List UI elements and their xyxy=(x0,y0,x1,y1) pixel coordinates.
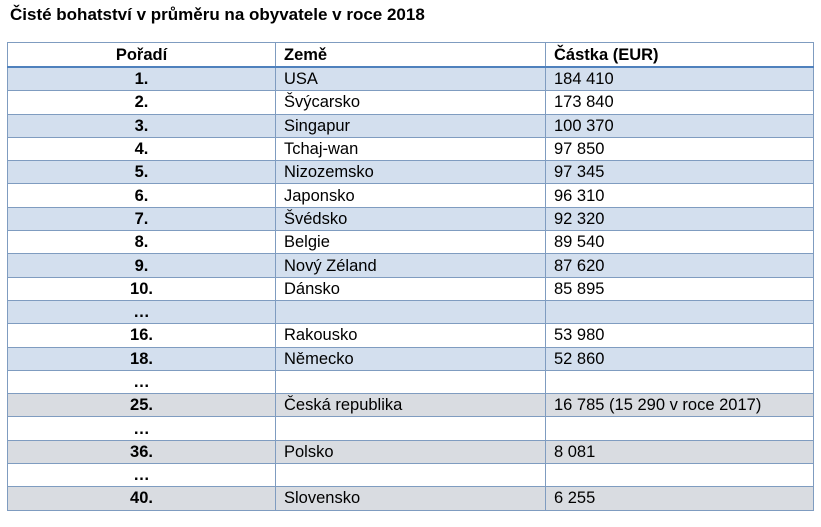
table-row: 4. Tchaj-wan 97 850 xyxy=(7,136,814,162)
rank-cell: 4. xyxy=(7,136,276,162)
table-row: 36. Polsko 8 081 xyxy=(7,439,814,465)
country-cell: Německo xyxy=(275,346,546,371)
rank-cell: 5. xyxy=(7,160,276,185)
table-row: 6. Japonsko 96 310 xyxy=(7,183,814,208)
table-row: 18. Německo 52 860 xyxy=(7,346,814,371)
country-cell: Dánsko xyxy=(275,276,546,301)
amount-cell: 87 620 xyxy=(545,253,814,278)
table-row: 1. USA 184 410 xyxy=(7,66,814,92)
country-cell: Belgie xyxy=(275,230,546,255)
header-country: Země xyxy=(275,42,546,68)
header-amount: Částka (EUR) xyxy=(545,42,814,68)
rank-cell: 7. xyxy=(7,206,276,232)
rank-cell: 25. xyxy=(7,393,276,418)
table-row: 9. Nový Zéland 87 620 xyxy=(7,253,814,278)
table-header: Pořadí Země Částka (EUR) xyxy=(7,42,814,68)
table-row: 7. Švédsko 92 320 xyxy=(7,206,814,232)
rank-cell: 2. xyxy=(7,90,276,115)
country-cell: Česká republika xyxy=(275,393,546,418)
amount-cell: 16 785 (15 290 v roce 2017) xyxy=(545,393,814,418)
rank-cell: 9. xyxy=(7,253,276,278)
country-cell: Japonsko xyxy=(275,183,546,208)
amount-cell: 8 081 xyxy=(545,439,814,465)
country-cell: Slovensko xyxy=(275,486,546,511)
country-cell: Švédsko xyxy=(275,206,546,232)
amount-cell: 173 840 xyxy=(545,90,814,115)
rank-cell: 18. xyxy=(7,346,276,371)
rank-cell: 40. xyxy=(7,486,276,511)
amount-cell: 85 895 xyxy=(545,276,814,301)
rank-cell: … xyxy=(7,463,276,488)
table-row: 3. Singapur 100 370 xyxy=(7,113,814,138)
table-row: 40. Slovensko 6 255 xyxy=(7,486,814,511)
amount-cell xyxy=(545,369,814,395)
country-cell: Rakousko xyxy=(275,323,546,348)
rank-cell: … xyxy=(7,369,276,395)
wealth-table: Pořadí Země Částka (EUR) 1. USA 184 410 2. Š… xyxy=(7,42,814,511)
amount-cell: 97 345 xyxy=(545,160,814,185)
table-row: … xyxy=(7,299,814,325)
amount-cell xyxy=(545,463,814,488)
country-cell: Polsko xyxy=(275,439,546,465)
table-row: … xyxy=(7,416,814,441)
amount-cell: 6 255 xyxy=(545,486,814,511)
amount-cell xyxy=(545,416,814,441)
country-cell: Švýcarsko xyxy=(275,90,546,115)
table-row: 2. Švýcarsko 173 840 xyxy=(7,90,814,115)
rank-cell: 36. xyxy=(7,439,276,465)
rank-cell: … xyxy=(7,416,276,441)
amount-cell: 92 320 xyxy=(545,206,814,232)
country-cell xyxy=(275,299,546,325)
country-cell: Singapur xyxy=(275,113,546,138)
rank-cell: 6. xyxy=(7,183,276,208)
amount-cell xyxy=(545,299,814,325)
country-cell xyxy=(275,463,546,488)
amount-cell: 97 850 xyxy=(545,136,814,162)
page-title: Čisté bohatství v průměru na obyvatele v… xyxy=(10,5,425,24)
table-row: 10. Dánsko 85 895 xyxy=(7,276,814,301)
header-rank: Pořadí xyxy=(7,42,276,68)
amount-cell: 53 980 xyxy=(545,323,814,348)
rank-cell: 3. xyxy=(7,113,276,138)
rank-cell: 10. xyxy=(7,276,276,301)
amount-cell: 52 860 xyxy=(545,346,814,371)
amount-cell: 96 310 xyxy=(545,183,814,208)
rank-cell: 16. xyxy=(7,323,276,348)
table-row: 8. Belgie 89 540 xyxy=(7,230,814,255)
country-cell: Nizozemsko xyxy=(275,160,546,185)
country-cell: Tchaj-wan xyxy=(275,136,546,162)
country-cell xyxy=(275,369,546,395)
table-body: 1. USA 184 410 2. Švýcarsko 173 840 3. Singapur… xyxy=(7,66,814,511)
table-row: … xyxy=(7,463,814,488)
country-cell: Nový Zéland xyxy=(275,253,546,278)
amount-cell: 100 370 xyxy=(545,113,814,138)
country-cell: USA xyxy=(275,66,546,92)
amount-cell: 184 410 xyxy=(545,66,814,92)
table-row: 25. Česká republika 16 785 (15 290 v roce … xyxy=(7,393,814,418)
rank-cell: 8. xyxy=(7,230,276,255)
table-row: … xyxy=(7,369,814,395)
table-row: 16. Rakousko 53 980 xyxy=(7,323,814,348)
amount-cell: 89 540 xyxy=(545,230,814,255)
country-cell xyxy=(275,416,546,441)
rank-cell: 1. xyxy=(7,66,276,92)
rank-cell: … xyxy=(7,299,276,325)
header-row: Pořadí Země Částka (EUR) xyxy=(7,42,814,68)
table-row: 5. Nizozemsko 97 345 xyxy=(7,160,814,185)
